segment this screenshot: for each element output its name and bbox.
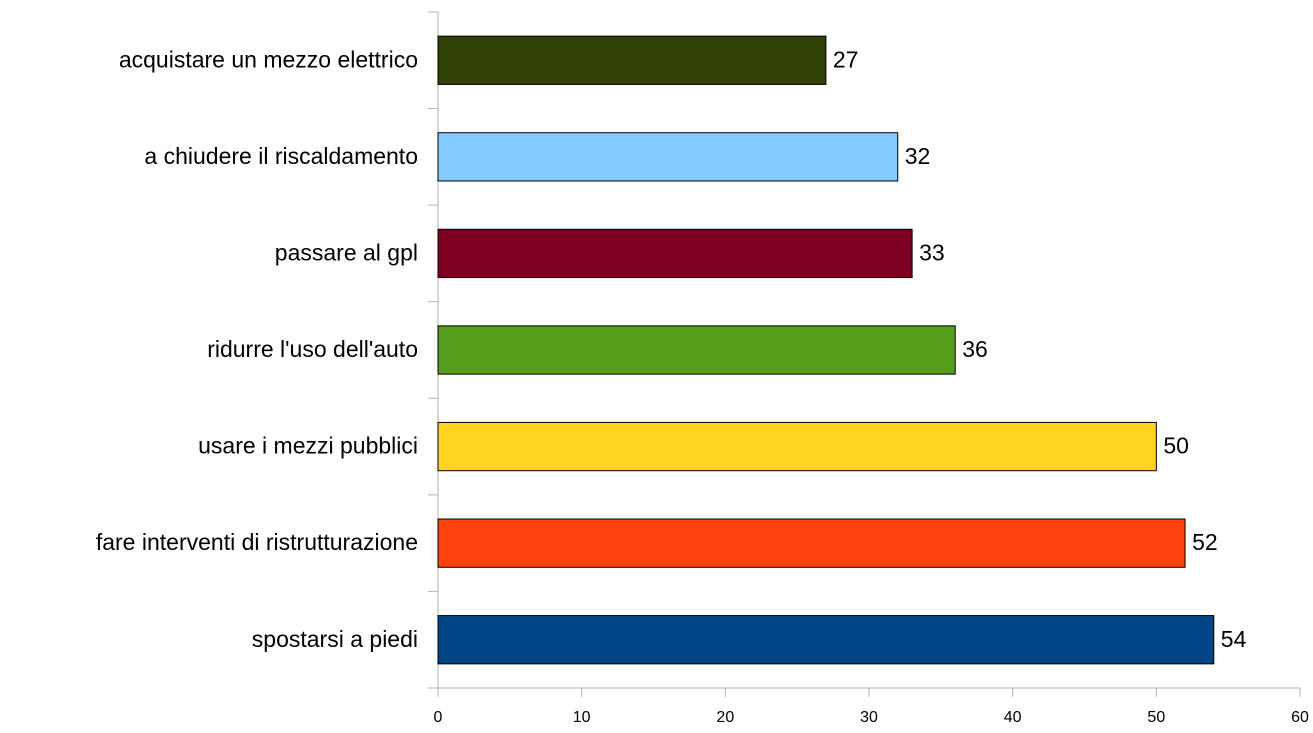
- y-tick-label: usare i mezzi pubblici: [198, 433, 418, 459]
- bar: [437, 518, 1186, 568]
- x-tick-label: 20: [716, 709, 734, 726]
- bar: [437, 325, 956, 375]
- data-label: 54: [1221, 626, 1247, 652]
- data-label: 33: [919, 240, 945, 266]
- x-tick-label: 30: [860, 709, 878, 726]
- y-tick-label: passare al gpl: [275, 240, 418, 266]
- data-label: 50: [1163, 433, 1189, 459]
- y-tick-label: fare interventi di ristrutturazione: [96, 529, 418, 555]
- y-tick-label: ridurre l'uso dell'auto: [207, 336, 418, 362]
- data-label: 36: [962, 336, 988, 362]
- data-label: 52: [1192, 529, 1218, 555]
- bar: [437, 132, 899, 182]
- x-tick-label: 10: [573, 709, 591, 726]
- data-label: 27: [833, 46, 859, 72]
- y-tick-label: a chiudere il riscaldamento: [144, 143, 418, 169]
- bar: [437, 421, 1157, 472]
- y-tick-label: spostarsi a piedi: [252, 626, 418, 652]
- bar: [437, 228, 913, 279]
- x-tick-label: 50: [1147, 709, 1165, 726]
- x-tick-label: 0: [434, 709, 443, 726]
- x-tick-label: 60: [1291, 709, 1309, 726]
- y-tick-label: acquistare un mezzo elettrico: [119, 46, 418, 72]
- bar: [437, 615, 1215, 665]
- x-tick-label: 40: [1004, 709, 1022, 726]
- bar: [437, 35, 827, 85]
- data-label: 32: [905, 143, 931, 169]
